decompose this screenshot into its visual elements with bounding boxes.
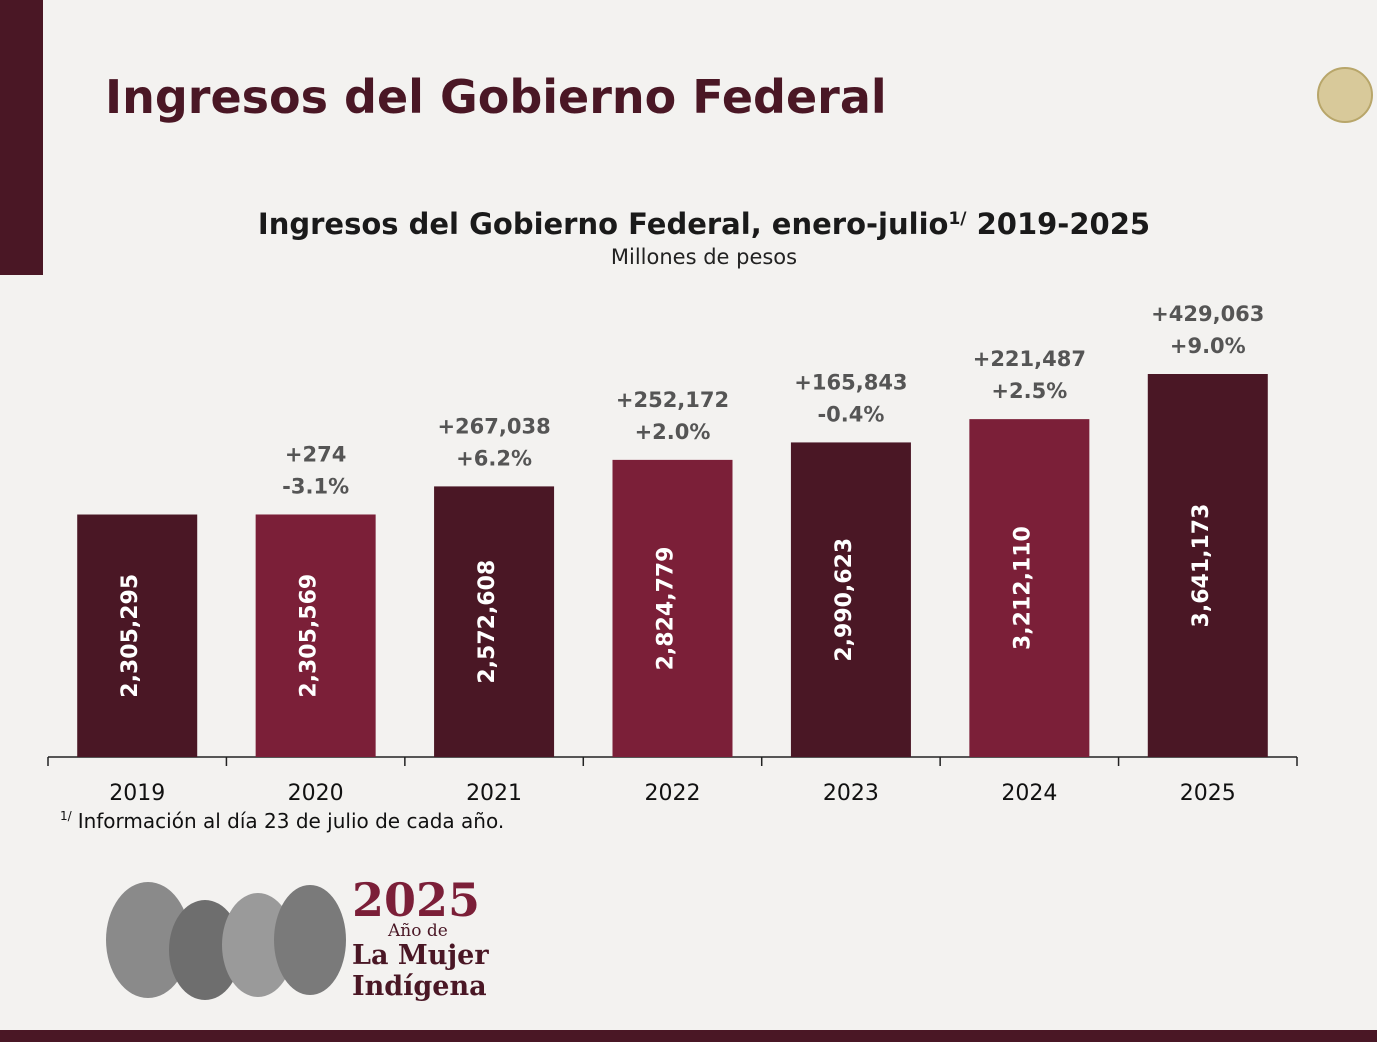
figure xyxy=(222,893,294,997)
bar xyxy=(434,486,555,757)
percent-label: -3.1% xyxy=(282,474,349,498)
footnote-marker: 1/ xyxy=(60,809,73,823)
change-label: +429,063 xyxy=(1151,302,1264,326)
x-tick-label: 2023 xyxy=(823,781,879,806)
footnote-text: Información al día 23 de julio de cada a… xyxy=(78,809,505,833)
change-label: +165,843 xyxy=(794,370,907,394)
percent-label: -0.4% xyxy=(817,402,884,426)
logo-line: La Mujer xyxy=(352,940,489,971)
value-label: 2,990,623 xyxy=(832,538,857,662)
chart-title-suffix: 2019-2025 xyxy=(967,207,1151,241)
value-label: 3,641,173 xyxy=(1189,504,1214,628)
logo-line: Indígena xyxy=(352,971,487,1002)
percent-label: +6.2% xyxy=(456,446,532,470)
change-label: +274 xyxy=(285,442,346,466)
bar xyxy=(77,514,198,757)
value-label: 3,212,110 xyxy=(1010,526,1035,650)
x-tick-label: 2025 xyxy=(1180,781,1236,806)
bar xyxy=(255,514,376,757)
percent-label: +2.5% xyxy=(991,379,1067,403)
figure xyxy=(106,882,190,998)
side-band xyxy=(0,0,43,275)
change-label: +221,487 xyxy=(973,347,1086,371)
bar xyxy=(612,459,733,757)
bar xyxy=(1147,374,1268,757)
logo-year: 2025 xyxy=(352,873,480,927)
x-tick-label: 2020 xyxy=(288,781,344,806)
chart-subtitle: Millones de pesos xyxy=(611,245,797,269)
emblem xyxy=(1317,67,1373,123)
slide-title: Ingresos del Gobierno Federal xyxy=(105,70,887,124)
value-label: 2,824,779 xyxy=(654,546,679,670)
x-tick-label: 2021 xyxy=(466,781,522,806)
x-tick-label: 2022 xyxy=(645,781,701,806)
value-label: 2,572,608 xyxy=(475,560,500,684)
chart-title-main: Ingresos del Gobierno Federal, enero-jul… xyxy=(258,207,949,241)
change-label: +267,038 xyxy=(437,414,550,438)
logo-line: Año de xyxy=(387,921,448,941)
bottom-band xyxy=(0,1030,1377,1042)
chart-title-superscript: 1/ xyxy=(948,209,967,229)
value-label: 2,305,569 xyxy=(297,574,322,698)
footnote: 1/Información al día 23 de julio de cada… xyxy=(60,809,504,833)
bar xyxy=(790,442,911,757)
value-label: 2,305,295 xyxy=(118,574,143,698)
percent-label: +9.0% xyxy=(1170,334,1246,358)
change-label: +252,172 xyxy=(616,388,729,412)
bar xyxy=(969,419,1090,757)
chart-title: Ingresos del Gobierno Federal, enero-jul… xyxy=(258,207,1150,241)
figure xyxy=(274,885,346,995)
figure xyxy=(169,900,241,1000)
x-tick-label: 2024 xyxy=(1001,781,1057,806)
logo-illustration xyxy=(106,882,346,1000)
percent-label: +2.0% xyxy=(635,420,711,444)
x-tick-label: 2019 xyxy=(109,781,165,806)
